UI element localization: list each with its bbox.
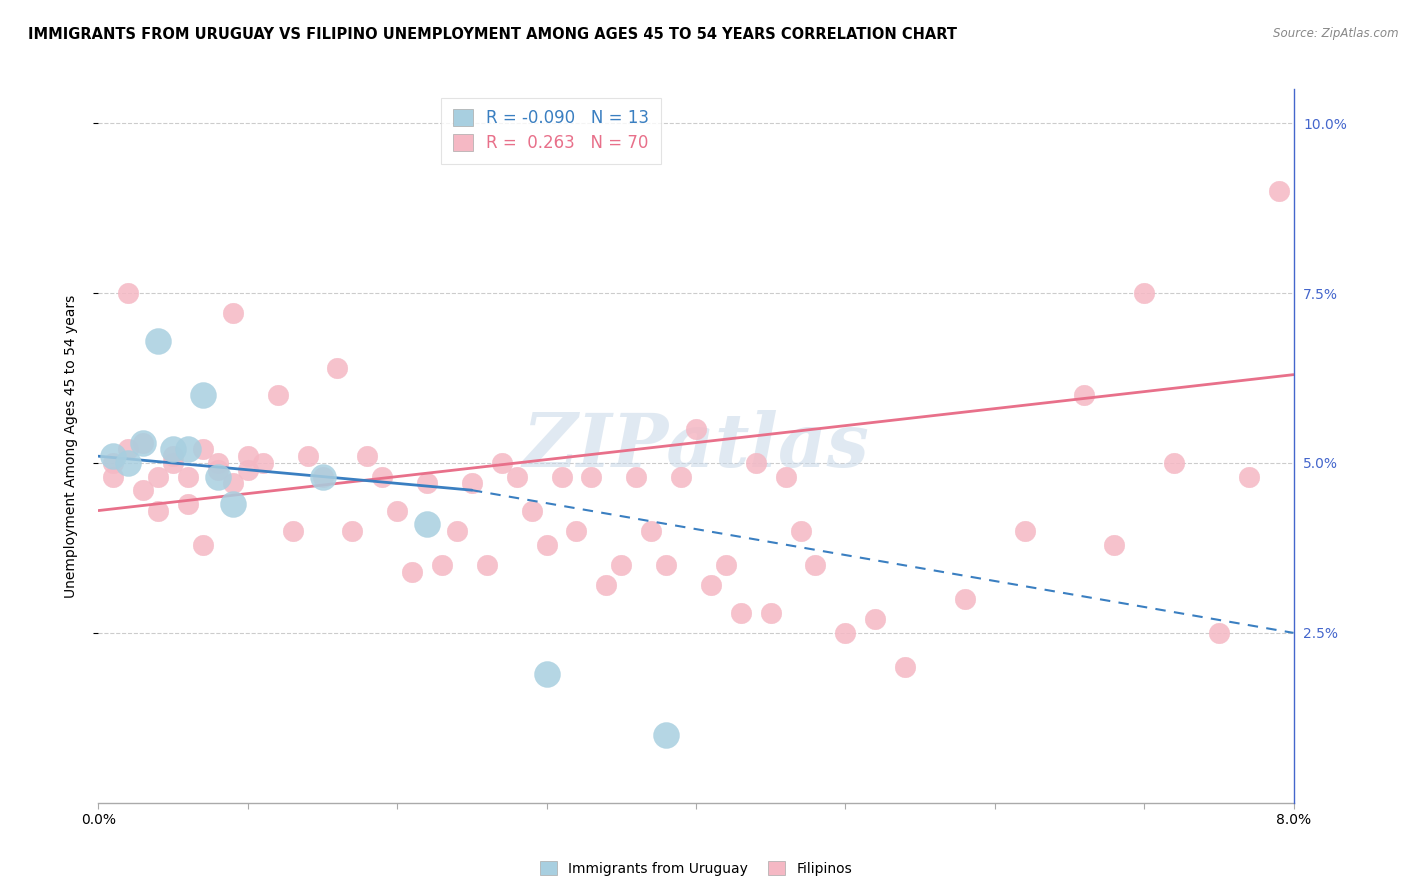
Point <box>655 558 678 572</box>
Point <box>1073 388 1095 402</box>
Point <box>894 660 917 674</box>
Point <box>1267 184 1289 198</box>
Point <box>624 469 647 483</box>
Point <box>207 469 229 483</box>
Point <box>177 469 200 483</box>
Point <box>311 469 333 483</box>
Point <box>565 524 588 538</box>
Point <box>655 728 678 742</box>
Point <box>222 476 245 491</box>
Point <box>834 626 856 640</box>
Point <box>103 469 125 483</box>
Point <box>536 666 558 681</box>
Point <box>385 503 409 517</box>
Point <box>236 449 259 463</box>
Point <box>132 435 155 450</box>
Point <box>1163 456 1185 470</box>
Point <box>730 606 752 620</box>
Point <box>446 524 468 538</box>
Point <box>700 578 723 592</box>
Legend: Immigrants from Uruguay, Filipinos: Immigrants from Uruguay, Filipinos <box>534 855 858 881</box>
Point <box>595 578 617 592</box>
Point <box>191 537 214 551</box>
Point <box>326 360 349 375</box>
Point <box>1208 626 1230 640</box>
Point <box>953 591 976 606</box>
Point <box>804 558 827 572</box>
Point <box>475 558 498 572</box>
Text: ZIPatlas: ZIPatlas <box>523 409 869 483</box>
Point <box>297 449 319 463</box>
Point <box>191 388 214 402</box>
Point <box>401 565 423 579</box>
Point <box>416 476 439 491</box>
Point <box>550 469 572 483</box>
Point <box>430 558 453 572</box>
Point <box>117 442 139 457</box>
Point <box>207 456 229 470</box>
Point <box>132 435 155 450</box>
Point <box>132 483 155 498</box>
Point <box>520 503 543 517</box>
Point <box>536 537 558 551</box>
Point <box>714 558 737 572</box>
Point <box>640 524 662 538</box>
Point <box>581 469 603 483</box>
Y-axis label: Unemployment Among Ages 45 to 54 years: Unemployment Among Ages 45 to 54 years <box>63 294 77 598</box>
Point <box>236 463 259 477</box>
Point <box>117 286 139 301</box>
Point <box>1133 286 1156 301</box>
Point <box>669 469 692 483</box>
Point <box>222 497 245 511</box>
Point <box>775 469 797 483</box>
Point <box>311 469 333 483</box>
Point <box>103 449 125 463</box>
Point <box>610 558 633 572</box>
Point <box>103 456 125 470</box>
Point <box>191 442 214 457</box>
Point <box>148 469 170 483</box>
Point <box>162 449 184 463</box>
Point <box>162 442 184 457</box>
Point <box>789 524 811 538</box>
Point <box>207 463 229 477</box>
Point <box>177 497 200 511</box>
Point <box>177 442 200 457</box>
Text: Source: ZipAtlas.com: Source: ZipAtlas.com <box>1274 27 1399 40</box>
Point <box>685 422 707 436</box>
Point <box>863 612 886 626</box>
Point <box>1102 537 1125 551</box>
Point <box>1014 524 1036 538</box>
Point <box>745 456 768 470</box>
Point <box>1237 469 1260 483</box>
Text: IMMIGRANTS FROM URUGUAY VS FILIPINO UNEMPLOYMENT AMONG AGES 45 TO 54 YEARS CORRE: IMMIGRANTS FROM URUGUAY VS FILIPINO UNEM… <box>28 27 957 42</box>
Point <box>222 306 245 320</box>
Point <box>252 456 274 470</box>
Point <box>281 524 304 538</box>
Point <box>162 456 184 470</box>
Point <box>461 476 484 491</box>
Point <box>356 449 378 463</box>
Point <box>148 334 170 348</box>
Point <box>371 469 394 483</box>
Point <box>491 456 513 470</box>
Point <box>506 469 529 483</box>
Point <box>416 517 439 532</box>
Point <box>148 503 170 517</box>
Point <box>342 524 364 538</box>
Point <box>117 456 139 470</box>
Point <box>759 606 782 620</box>
Point <box>267 388 290 402</box>
